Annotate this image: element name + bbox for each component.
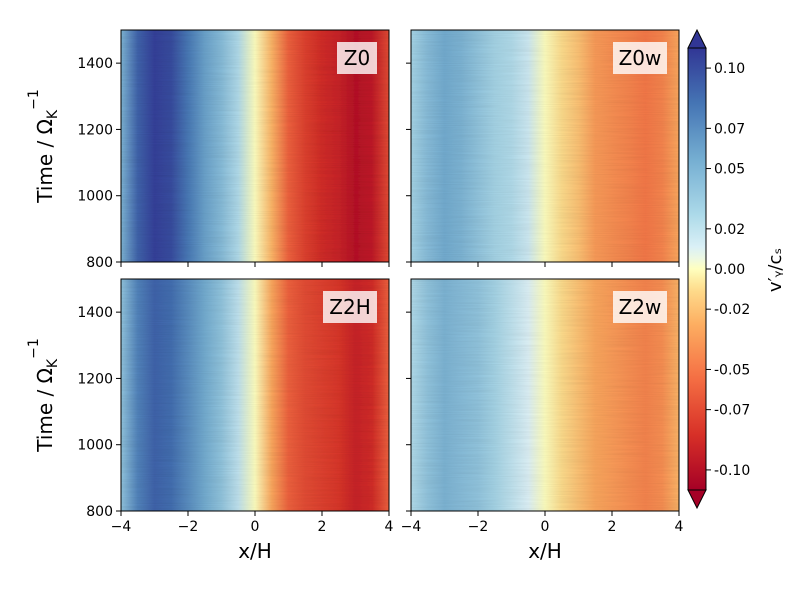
x-tick-label: 4 (385, 519, 394, 535)
colorbar-tick-label: 0.10 (714, 61, 745, 77)
colorbar-label: v′ᵧ/cₛ (765, 248, 786, 292)
x-tick-label: 2 (318, 519, 327, 535)
y-axis-label-sup: −1 (26, 338, 42, 359)
panel-tag-box (613, 291, 667, 323)
panel-tag-text: Z2w (619, 295, 662, 319)
colorbar-tick-label: 0.00 (714, 262, 745, 278)
panel-z0w: Z0w (406, 29, 680, 267)
colorbar-tick-label: -0.07 (714, 403, 750, 419)
colorbar-tick-label: -0.02 (714, 302, 750, 318)
colorbar: 0.10 0.07 0.05 0.02 0.00 -0.02 -0.05 -0.07 -0.10 (687, 28, 750, 510)
colorbar-tick-label: -0.10 (714, 463, 750, 479)
x-tick-label: 0 (251, 519, 260, 535)
x-tick-label: −4 (401, 519, 422, 535)
y-tick-label: 1200 (77, 122, 113, 138)
y-tick-label: 800 (86, 504, 113, 520)
panel-tag: Z0 (337, 42, 377, 74)
panel-tag-text: Z2H (329, 295, 370, 319)
x-tick-label: 0 (541, 519, 550, 535)
panel-z2h: −4 −2 0 2 4 800 1000 1200 1400 Z2H (77, 278, 394, 535)
x-tick-label: 2 (608, 519, 617, 535)
panel-tag: Z2H (323, 291, 377, 323)
panel-tag-box (337, 42, 377, 74)
y-tick-label: 1000 (77, 189, 113, 205)
colorbar-tick-label: 0.02 (714, 222, 745, 238)
colorbar-body (688, 48, 706, 490)
y-tick-label: 1000 (77, 438, 113, 454)
y-axis-label-sub: K (45, 109, 61, 119)
x-axis-label-right: x/H (528, 539, 562, 563)
y-axis-label-text: Time / ΩK−1 (26, 89, 61, 204)
x-tick-label: −2 (468, 519, 489, 535)
y-axis-label-bottom: Time / ΩK−1 (26, 338, 61, 453)
y-axis-label-text: Time / ΩK−1 (26, 338, 61, 453)
y-axis-label-main: Time / Ω (33, 119, 57, 204)
colorbar-label-group: v′ᵧ/cₛ (765, 248, 786, 292)
colorbar-extend-max (687, 28, 707, 49)
x-axis-label-text: x/H (238, 539, 272, 563)
panel-tag: Z2w (613, 291, 667, 323)
panel-tag-text: Z0 (344, 46, 370, 70)
colorbar-tick-label: 0.07 (714, 121, 745, 137)
y-axis-label-top: Time / ΩK−1 (26, 89, 61, 204)
x-tick-label: 4 (675, 519, 684, 535)
x-tick-label: −2 (178, 519, 199, 535)
panel-tag-box (613, 42, 667, 74)
panel-tag-text: Z0w (619, 46, 662, 70)
colorbar-extend-min (687, 489, 707, 510)
y-tick-label: 1400 (77, 305, 113, 321)
y-axis-label-sup: −1 (26, 89, 42, 110)
panel-z2w: −4 −2 0 2 4 Z2w (401, 278, 684, 535)
panel-tag-box (323, 291, 377, 323)
y-axis-label-sub: K (45, 358, 61, 368)
x-axis-label-left: x/H (238, 539, 272, 563)
panel-tag: Z0w (613, 42, 667, 74)
y-axis-label-main: Time / Ω (33, 368, 57, 453)
panel-z0: 800 1000 1200 1400 Z0 (77, 29, 390, 271)
x-tick-label: −4 (111, 519, 132, 535)
y-tick-label: 1200 (77, 371, 113, 387)
y-tick-label: 800 (86, 255, 113, 271)
x-axis-label-text: x/H (528, 539, 562, 563)
colorbar-tick-label: -0.05 (714, 362, 750, 378)
colorbar-tick-label: 0.05 (714, 162, 745, 178)
y-tick-label: 1400 (77, 56, 113, 72)
